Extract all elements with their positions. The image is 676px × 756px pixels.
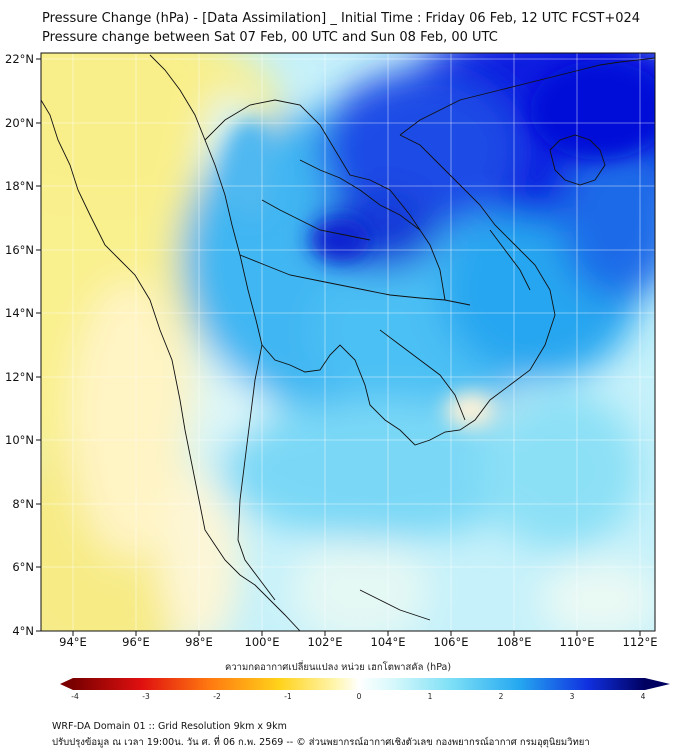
- colorbar-gradient: [73, 678, 645, 690]
- lat-label: 16°N: [5, 243, 34, 257]
- colorbar-tick-label: 2: [499, 692, 504, 701]
- colorbar-min-arrow: [60, 678, 73, 690]
- colorbar-tick-label: 4: [641, 692, 646, 701]
- lon-label: 100°E: [245, 635, 280, 649]
- lat-label: 14°N: [5, 306, 34, 320]
- lon-label: 102°E: [308, 635, 343, 649]
- lon-label: 106°E: [434, 635, 469, 649]
- footer-domain-info: WRF-DA Domain 01 :: Grid Resolution 9km …: [52, 721, 287, 732]
- lat-label: 8°N: [12, 497, 34, 511]
- colorbar-tick-label: -4: [71, 692, 79, 701]
- lat-label: 12°N: [5, 370, 34, 384]
- colorbar-tick-label: 0: [357, 692, 362, 701]
- lon-label: 104°E: [371, 635, 406, 649]
- colorbar-tick-label: 1: [428, 692, 433, 701]
- colorbar-tick-label: -3: [142, 692, 150, 701]
- pressure-change-map: 94°E 96°E 98°E 100°E 102°E 104°E 106°E 1…: [5, 52, 658, 649]
- lon-label: 108°E: [497, 635, 532, 649]
- colorbar-title: ความกดอากาศเปลี่ยนแปลง หน่วย เฮกโตพาสคัล…: [224, 662, 452, 673]
- lon-label: 96°E: [122, 635, 150, 649]
- colorbar-tick-label: 3: [570, 692, 575, 701]
- colorbar-tick-label: -1: [284, 692, 292, 701]
- map-frame: [40, 52, 656, 632]
- lat-label: 20°N: [5, 116, 34, 130]
- lat-label: 6°N: [12, 560, 34, 574]
- pressure-field: [41, 53, 655, 631]
- lon-label: 112°E: [623, 635, 658, 649]
- lat-label: 10°N: [5, 433, 34, 447]
- lon-label: 98°E: [185, 635, 213, 649]
- map-title-line2: Pressure change between Sat 07 Feb, 00 U…: [42, 30, 498, 45]
- colorbar-max-arrow: [645, 678, 670, 690]
- lon-label: 110°E: [560, 635, 595, 649]
- lat-label: 18°N: [5, 179, 34, 193]
- footer-credit: ปรับปรุงข้อมูล ณ เวลา 19:00น. วัน ศ. ที่…: [52, 737, 590, 748]
- map-title-line1: Pressure Change (hPa) - [Data Assimilati…: [42, 11, 641, 26]
- coastlines-and-borders: [41, 54, 655, 631]
- lat-label: 22°N: [5, 52, 34, 66]
- colorbar: -4 -3 -2 -1 0 1 2 3 4: [60, 678, 670, 701]
- lat-label: 4°N: [12, 624, 34, 638]
- colorbar-tick-label: -2: [213, 692, 221, 701]
- lon-label: 94°E: [59, 635, 87, 649]
